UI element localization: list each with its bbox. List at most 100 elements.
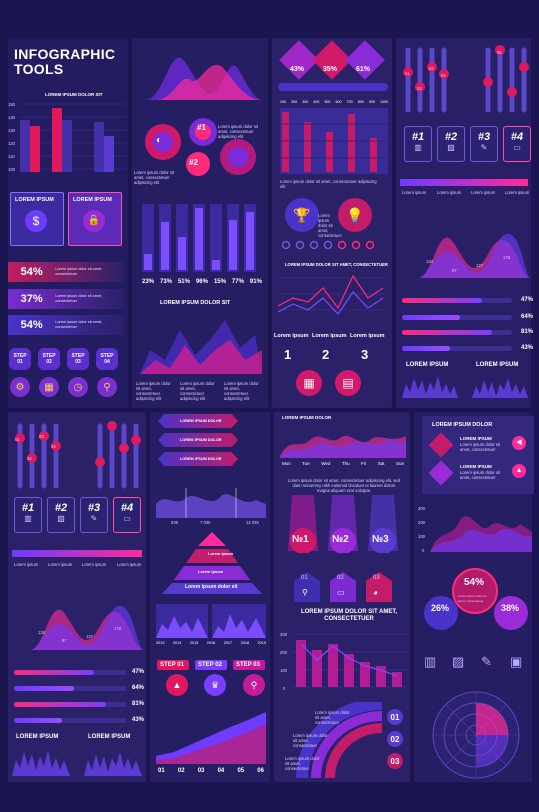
bar-chart xyxy=(20,103,126,172)
card-title: LOREM IPSUM xyxy=(15,197,54,203)
hash-box-1[interactable]: #1 ▥ xyxy=(404,126,432,162)
diamond-value: 43% xyxy=(290,66,305,73)
laptop-icon: ▭ xyxy=(337,588,345,597)
wave-label: 87 xyxy=(452,268,457,273)
hash-text: Lorem ipsum xyxy=(48,562,73,567)
screen-icon: ▭ xyxy=(123,514,131,523)
edit-icon: ✎ xyxy=(90,514,98,523)
col-label: Lorem ipsum xyxy=(274,333,309,339)
hash-box-4[interactable]: #4 ▭ xyxy=(113,497,141,533)
calendar-icon[interactable]: ▦ xyxy=(296,370,322,396)
pin-label: 02 xyxy=(417,86,422,91)
pyramid xyxy=(162,532,262,594)
y-tick: 200 xyxy=(418,520,425,525)
hash-box-1[interactable]: #1 ▥ xyxy=(14,497,42,533)
grid-tick: 1000 xyxy=(379,100,388,104)
progress-label: 43% xyxy=(521,345,534,351)
house-num: 01 xyxy=(301,575,308,581)
trophy-icon[interactable]: ♛ xyxy=(204,674,226,696)
progress-fill xyxy=(14,670,94,675)
grid-heat xyxy=(280,108,388,174)
search-icon[interactable]: ⚲ xyxy=(243,674,265,696)
presentation-icon[interactable]: ▨ xyxy=(452,654,465,669)
hash-box-2[interactable]: #2 ▨ xyxy=(437,126,465,162)
year-ticks: 2013 2014 2015 2016 2017 2018 2019 xyxy=(156,641,266,645)
grid-tick: 800 xyxy=(357,100,364,104)
piggy-icon: ◐ xyxy=(156,135,163,146)
speaker-icon[interactable]: ◀ xyxy=(512,436,526,450)
pct-value: 37% xyxy=(20,293,43,305)
step-03[interactable]: STEP 03 xyxy=(67,348,89,370)
wave-chart xyxy=(418,233,530,278)
edit-icon[interactable]: ✎ xyxy=(481,654,492,669)
step-04[interactable]: STEP 04 xyxy=(96,348,118,370)
step-02[interactable]: STEP 02 xyxy=(38,348,60,370)
wave-label: 127 xyxy=(476,263,483,268)
step-tag-2[interactable] xyxy=(195,660,227,670)
step-01[interactable]: STEP 01 xyxy=(9,348,31,370)
progress-label: 47% xyxy=(132,669,145,675)
wave-label: 127 xyxy=(86,634,93,639)
hex-tab-3[interactable] xyxy=(158,452,238,466)
col-label: Lorem ipsum xyxy=(350,333,385,339)
hash-text: Lorem ipsum xyxy=(82,562,107,567)
hash-text: Lorem ipsum xyxy=(505,190,530,195)
comet-shapes xyxy=(288,495,398,553)
step-tag-3[interactable] xyxy=(233,660,265,670)
num-circle-2: 2 xyxy=(322,347,330,362)
y-tick: 200 xyxy=(280,650,287,655)
year: 2017 xyxy=(223,641,233,645)
hash-label: #4 xyxy=(120,502,134,514)
y-tick: 0 xyxy=(283,686,286,691)
mountain-icon[interactable]: ▲ xyxy=(166,674,188,696)
pie-icon: ◕ xyxy=(373,588,378,597)
hash-box-4[interactable]: #4 ▭ xyxy=(503,126,531,162)
hex-tab-2[interactable] xyxy=(158,433,238,447)
semi-text: Lorem ipsum dolor sit amet, consectetuer xyxy=(315,710,350,725)
hash-label: #2 xyxy=(54,502,68,514)
step-tag-1[interactable] xyxy=(157,660,189,670)
line-chart xyxy=(278,274,388,315)
edit-icon: ✎ xyxy=(480,143,488,152)
wave-label: 134 xyxy=(426,259,433,264)
pin-label: 03 xyxy=(39,434,44,439)
hash-box-3[interactable]: #3 ✎ xyxy=(80,497,108,533)
briefcase-icon[interactable]: ▣ xyxy=(510,654,523,669)
cube-label: LOREM IPSUM xyxy=(460,436,492,441)
hash-box-3[interactable]: #3 ✎ xyxy=(470,126,498,162)
hash-label: #1 xyxy=(21,502,35,514)
progress-label: 43% xyxy=(132,717,145,723)
progress-fill xyxy=(402,298,482,303)
no-label: №2 xyxy=(332,534,349,545)
step-tag-label: STEP 01 xyxy=(160,662,184,668)
screen-icon: ▭ xyxy=(513,143,521,152)
search-icon[interactable]: ⚲ xyxy=(97,377,117,397)
grid-tick: 900 xyxy=(368,100,375,104)
year: 2015 xyxy=(189,641,199,645)
timer-icon[interactable]: ◷ xyxy=(68,377,88,397)
bulb-icon: 💡 xyxy=(338,198,372,232)
pct-value: 54% xyxy=(20,266,43,278)
calendar-icon[interactable]: ▦ xyxy=(39,377,59,397)
gear-label-1: #1 xyxy=(197,123,206,132)
hex-tab-1[interactable] xyxy=(158,414,238,428)
radar-chart xyxy=(432,691,520,779)
gear-label-2: #2 xyxy=(189,158,198,167)
pyramid-label: Lorem ipsum dolor sit xyxy=(185,584,238,590)
mountain-icon[interactable]: ▲ xyxy=(512,464,526,478)
hash-box-2[interactable]: #2 ▨ xyxy=(47,497,75,533)
gear-icon[interactable]: ⚙ xyxy=(10,377,30,397)
pin-label: 05 xyxy=(497,50,502,55)
document-icon[interactable]: ▤ xyxy=(335,370,361,396)
chart-icon[interactable]: ▥ xyxy=(424,654,437,669)
day: Wed xyxy=(321,461,331,466)
gear-text: Lorem ipsum dolor sit amet, consectetuer… xyxy=(134,170,175,185)
pct-value: 54% xyxy=(20,319,43,331)
diamond-base xyxy=(278,83,388,91)
mountain-chart xyxy=(145,57,263,100)
grid-tick: 200 xyxy=(291,100,298,104)
hex-tab-label: LOREM IPSUM DOLOR xyxy=(180,438,222,442)
step-tag-label: STEP 02 xyxy=(198,662,222,668)
hash-label: #4 xyxy=(510,131,524,143)
pct-row-2: 37% Lorem ipsum dolor sit amet, consecte… xyxy=(8,289,124,309)
